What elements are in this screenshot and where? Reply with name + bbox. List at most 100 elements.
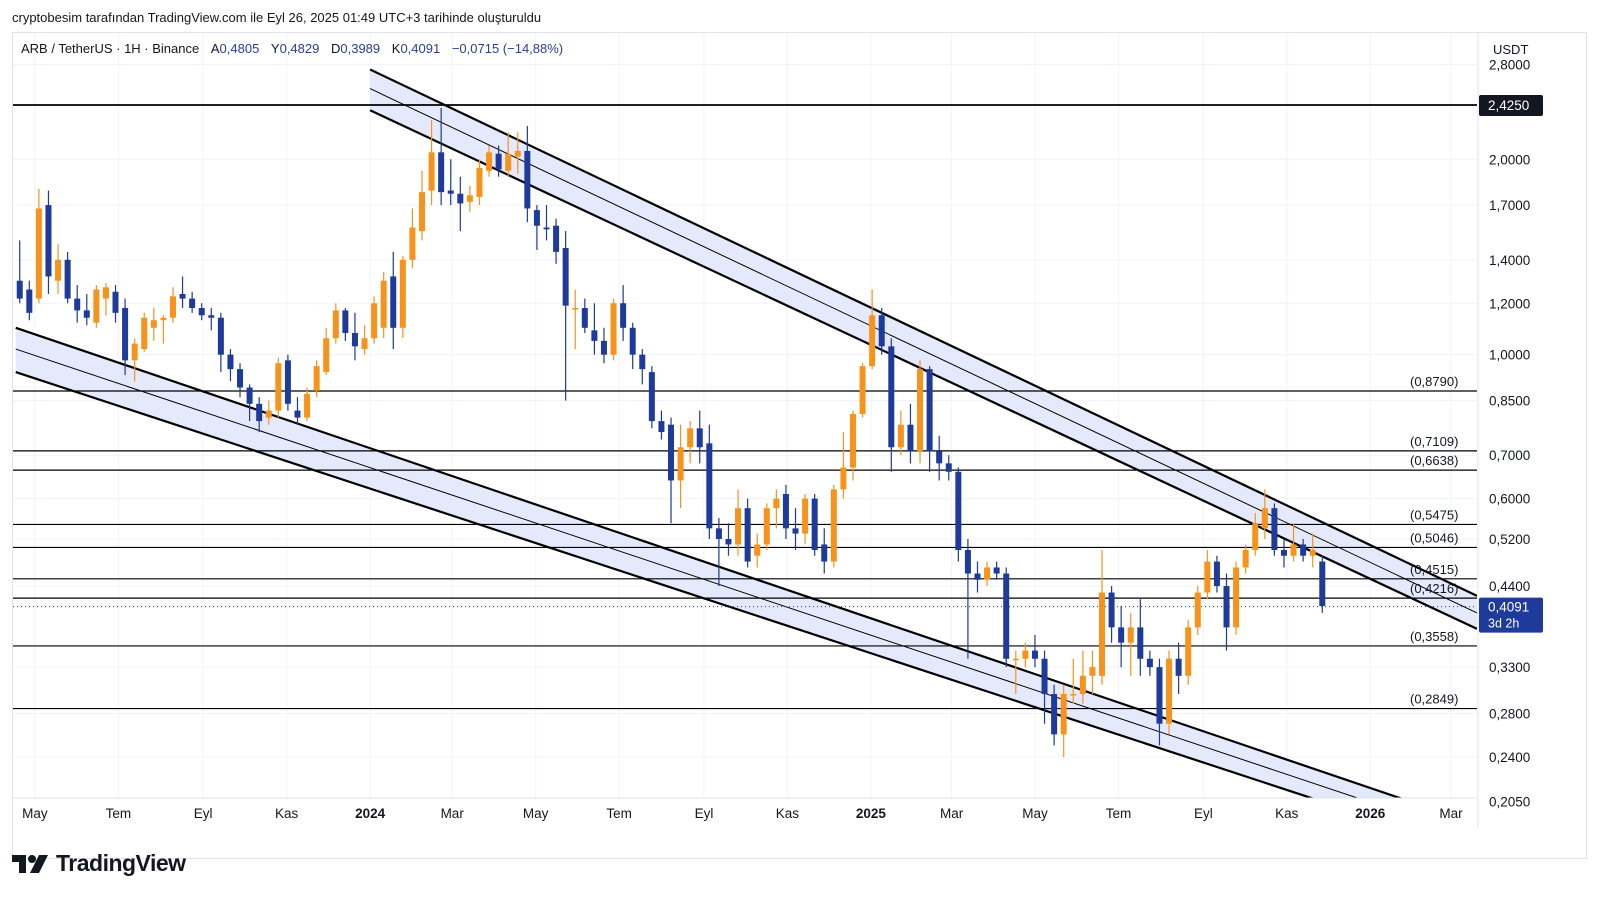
x-tick-label: May [22, 806, 48, 821]
candle-body [1003, 573, 1010, 659]
candle-up [409, 208, 416, 268]
candle-down [706, 424, 713, 539]
candle-body [284, 360, 291, 404]
candle-body [600, 340, 607, 355]
candle-up [869, 289, 876, 370]
y-tick-label: 2,0000 [1489, 152, 1530, 167]
candle-down [237, 363, 244, 398]
candle-body [1079, 675, 1086, 695]
candle-body [466, 195, 473, 202]
candle-down [821, 528, 828, 574]
tradingview-logo-text: TradingView [56, 850, 186, 876]
currency-label[interactable]: USDT [1493, 42, 1529, 57]
top-level-badge [1479, 94, 1543, 116]
candle-up [735, 489, 742, 556]
candle-up [304, 387, 311, 422]
candle-body [1223, 586, 1230, 628]
candle-body [390, 276, 397, 328]
candle-down [1213, 555, 1220, 593]
candle-up [1012, 650, 1019, 695]
candle-body [112, 291, 119, 313]
candle-body [83, 310, 90, 318]
x-axis: May Tem Eyl Kas 2024 Mar May Tem Eyl Kas 2025 Mar Ma… [22, 806, 1463, 821]
candle-body [706, 443, 713, 529]
y-tick-label: 0,2400 [1489, 750, 1530, 765]
candle-body [208, 315, 215, 318]
candle-down [1271, 503, 1278, 556]
candle-body [131, 343, 138, 361]
x-tick-label: Eyl [194, 806, 213, 821]
candle-body [93, 289, 100, 323]
candle-down [974, 561, 981, 593]
candle-body [256, 403, 263, 422]
candle-down [907, 403, 914, 464]
candle-body [1137, 627, 1144, 659]
candle-body [1280, 550, 1287, 556]
candle-body [217, 317, 224, 355]
channel-line-lower-mid [15, 348, 1360, 798]
candle-up [371, 296, 378, 344]
candle-body [35, 208, 42, 299]
candle-down [179, 276, 186, 309]
candle-down [198, 303, 205, 321]
channel-line-lower-edge [15, 371, 1315, 798]
candle-body [926, 369, 933, 452]
high-label: Y [270, 41, 280, 56]
candle-body [495, 153, 502, 170]
candle-body [351, 332, 358, 347]
x-tick-label: Kas [776, 806, 800, 821]
y-tick-label: 0,5200 [1489, 532, 1530, 547]
candle-down [1300, 538, 1307, 562]
y-tick-label: 0,2800 [1489, 706, 1530, 721]
y-tick-label: 0,8500 [1489, 393, 1530, 408]
candle-body [447, 190, 454, 194]
candle-down [725, 523, 732, 556]
candle-down [648, 366, 655, 429]
candle-body [505, 153, 512, 171]
candle-body [1290, 544, 1297, 556]
candle-down [658, 410, 665, 440]
x-tick-label: Kas [1275, 806, 1299, 821]
tradingview-logo-icon [12, 854, 48, 873]
candle-up [399, 255, 406, 339]
candle-body [476, 167, 483, 197]
candle-down [1223, 573, 1230, 651]
y-tick-label: 1,2000 [1489, 296, 1530, 311]
candle-body [687, 428, 694, 448]
candle-body [1175, 658, 1182, 676]
candle-body [332, 310, 339, 339]
candle-up [1290, 523, 1297, 562]
candle-down [524, 126, 531, 223]
candle-down [620, 285, 627, 341]
candle-body [1204, 561, 1211, 593]
candle-body [945, 463, 952, 472]
candle-down [888, 338, 895, 472]
x-tick-label: 2025 [856, 806, 887, 821]
candle-down [668, 417, 675, 524]
candle-body [428, 152, 435, 191]
candle-body [74, 298, 81, 311]
tradingview-logo[interactable]: TradingView [12, 850, 186, 877]
candle-body [715, 528, 722, 539]
candle-up [572, 289, 579, 350]
candle-up [840, 432, 847, 499]
candle-body [993, 567, 1000, 574]
candle-body [169, 296, 176, 318]
candle-body [859, 366, 866, 415]
candle-body [629, 327, 636, 355]
candle-body [821, 544, 828, 562]
candle-body [1099, 592, 1106, 676]
x-tick-label: Mar [1439, 806, 1463, 821]
candle-down [811, 493, 818, 556]
y-tick-label: 1,0000 [1489, 348, 1530, 363]
x-tick-label: Tem [1106, 806, 1132, 821]
candle-body [610, 303, 617, 355]
y-tick-label: 0,7000 [1489, 448, 1530, 463]
candle-body [102, 287, 109, 299]
candle-body [658, 421, 665, 433]
y-tick-label: 0,3300 [1489, 660, 1530, 675]
channel-lines [15, 68, 1477, 798]
open-label: A [210, 41, 220, 56]
candle-body [677, 447, 684, 481]
